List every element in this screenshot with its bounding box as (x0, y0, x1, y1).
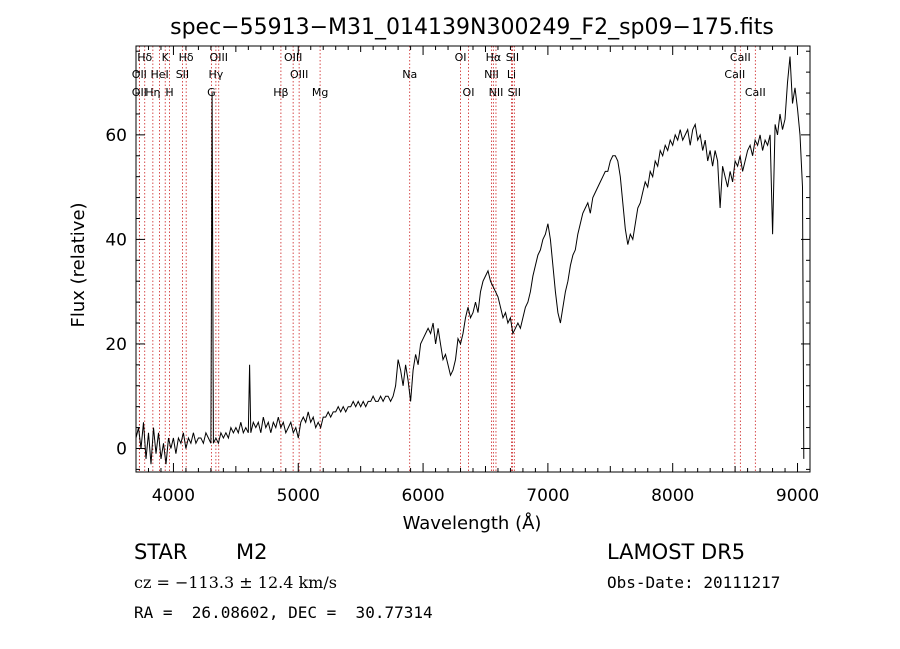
spectral-line-label: SII (176, 68, 189, 81)
spectral-line-label: SII (506, 51, 519, 64)
x-axis: 4000 5000 6000 7000 8000 9000 (135, 46, 819, 506)
spectral-line-label: K (162, 51, 170, 64)
spectral-line-label: Hβ (273, 86, 288, 99)
spectral-line-label: Mg (312, 86, 328, 99)
spectral-line-label: Hδ (179, 51, 194, 64)
chart-title: spec−55913−M31_014139N300249_F2_sp09−175… (170, 15, 774, 40)
object-class: STAR (134, 540, 188, 564)
spectral-line-label: OIII (290, 68, 308, 81)
spectral-line-label: OIII (210, 51, 228, 64)
spectral-line-label: NII (484, 68, 499, 81)
y-tick-label: 40 (105, 230, 127, 250)
spectral-line-label: Hα (486, 51, 502, 64)
spectral-line-label: OIII (284, 51, 302, 64)
spectral-line-label: Na (402, 68, 417, 81)
spectral-line-label: NII (489, 86, 504, 99)
spectral-line-label: Li (507, 68, 516, 81)
y-tick-label: 0 (116, 439, 127, 459)
spectral-line-label: Hη (145, 86, 160, 99)
y-tick-label: 20 (105, 335, 127, 355)
x-tick-label: 6000 (401, 486, 444, 506)
spectral-line-label: H (165, 86, 173, 99)
redshift-velocity: cz = −113.3 ± 12.4 km/s (134, 573, 337, 592)
spectral-line-label: CaII (724, 68, 745, 81)
x-tick-label: 7000 (526, 486, 569, 506)
spectral-line-label: OI (455, 51, 467, 64)
y-axis: 0 20 40 60 (105, 50, 810, 470)
survey-name: LAMOST DR5 (607, 540, 746, 564)
sky-coordinates: RA = 26.08602, DEC = 30.77314 (134, 603, 433, 622)
spectral-line-label: HeI (150, 68, 168, 81)
y-tick-label: 60 (105, 126, 127, 146)
spectrum-series-line (135, 56, 805, 465)
x-tick-label: 5000 (277, 486, 320, 506)
spectral-line-label: CaII (745, 86, 766, 99)
spectral-line-markers (138, 46, 756, 472)
spectral-line-label: OI (463, 86, 475, 99)
spectral-line-label: Hγ (208, 68, 223, 81)
spectral-line-label: SII (508, 86, 521, 99)
spectral-line-label: Hδ (137, 51, 152, 64)
x-axis-label: Wavelength (Å) (403, 512, 542, 534)
x-tick-label: 8000 (651, 486, 694, 506)
plot-frame (135, 45, 811, 473)
object-subclass: M2 (236, 540, 268, 564)
x-tick-label: 4000 (152, 486, 195, 506)
y-axis-label: Flux (relative) (68, 202, 89, 327)
observation-date: Obs-Date: 20111217 (607, 573, 781, 592)
spectral-line-label: CaII (730, 51, 751, 64)
x-tick-label: 9000 (776, 486, 819, 506)
spectral-line-label: OII (132, 68, 147, 81)
spectral-line-label: G (207, 86, 216, 99)
